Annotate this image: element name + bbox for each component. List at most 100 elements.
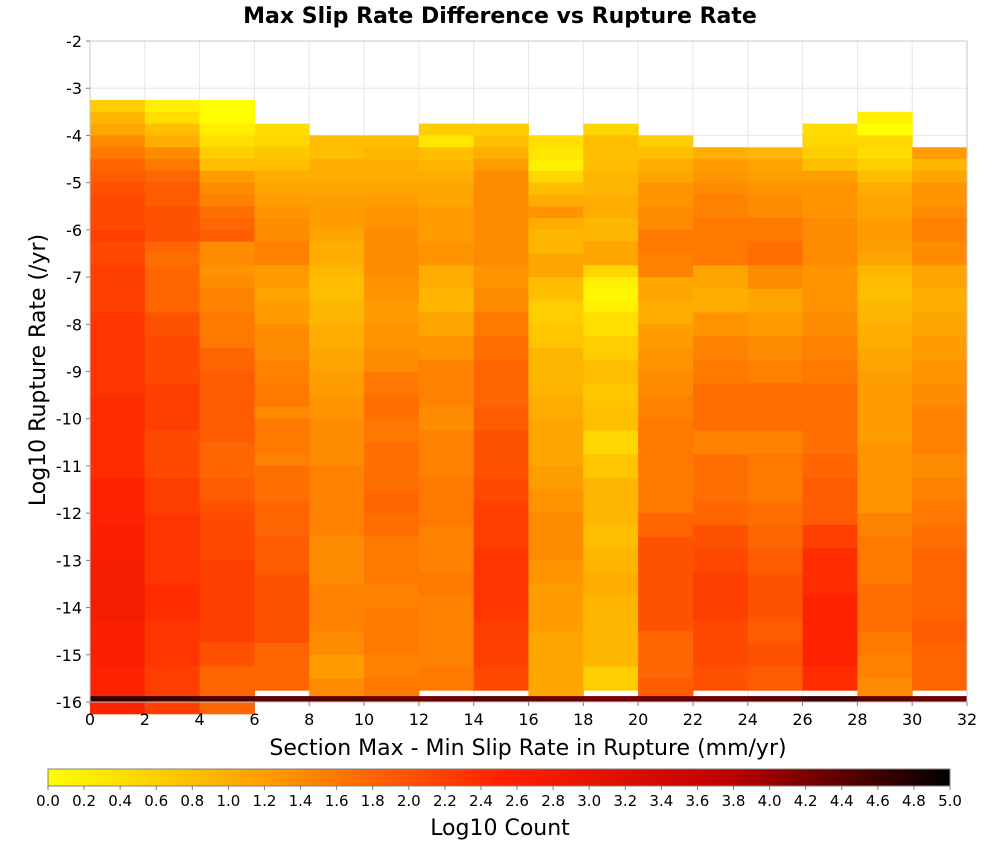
heatmap-cell	[473, 265, 529, 278]
heatmap-cell	[364, 501, 420, 514]
heatmap-cell	[802, 324, 858, 337]
heatmap-cell	[857, 548, 913, 561]
heatmap-cell	[638, 406, 694, 420]
heatmap-cell	[418, 678, 475, 691]
heatmap-cell	[418, 477, 475, 491]
heatmap-cell	[90, 418, 146, 432]
heatmap-cell	[583, 465, 639, 479]
heatmap-cell	[418, 371, 475, 384]
heatmap-cell	[747, 642, 804, 656]
heatmap-cell	[473, 465, 529, 479]
heatmap-cell	[309, 170, 365, 184]
heatmap-cell	[912, 631, 968, 644]
y-axis-label: Log10 Rupture Rate (/yr)	[26, 234, 51, 506]
heatmap-cell	[254, 595, 310, 609]
y-tick-label: -8	[66, 315, 82, 334]
heatmap-cell	[747, 312, 804, 325]
heatmap-cell	[583, 182, 639, 195]
heatmap-cell	[583, 619, 639, 632]
heatmap-cell	[857, 300, 913, 313]
heatmap-cell	[364, 560, 420, 573]
heatmap-cell	[144, 300, 201, 313]
heatmap-cell	[912, 371, 968, 384]
heatmap-cell	[144, 418, 201, 432]
heatmap-cell	[747, 607, 804, 620]
heatmap-cell	[199, 395, 255, 408]
heatmap-cell	[692, 595, 749, 609]
heatmap-cell	[912, 300, 968, 313]
heatmap-cell	[418, 595, 475, 609]
heatmap-cell	[90, 182, 146, 195]
heatmap-cell	[638, 572, 694, 585]
heatmap-cell	[528, 666, 584, 679]
x-tick-label: 0	[85, 710, 95, 729]
heatmap-cell	[583, 442, 639, 455]
x-tick-label: 16	[518, 710, 538, 729]
heatmap-cell	[473, 595, 529, 609]
heatmap-cell	[364, 383, 420, 396]
heatmap-cell	[802, 678, 858, 691]
heatmap-cell	[254, 147, 310, 160]
heatmap-cell	[857, 265, 913, 278]
heatmap-cell	[802, 383, 858, 396]
heatmap-cell	[857, 324, 913, 337]
heatmap-cell	[857, 383, 913, 396]
heatmap-cell	[747, 430, 804, 443]
heatmap-cell	[912, 654, 968, 668]
y-tick-label: -15	[56, 646, 82, 665]
heatmap-cell	[144, 477, 201, 491]
heatmap-cell	[418, 465, 475, 479]
heatmap-cell	[254, 654, 310, 668]
heatmap-cell	[583, 277, 639, 290]
heatmap-cell	[144, 524, 201, 538]
heatmap-cell	[90, 383, 146, 396]
heatmap-cell	[747, 631, 804, 644]
heatmap-cell	[90, 430, 146, 443]
heatmap-cell	[912, 536, 968, 550]
heatmap-cell	[857, 135, 913, 148]
heatmap-cell	[199, 229, 255, 243]
heatmap-cell	[364, 572, 420, 585]
heatmap-cell	[90, 572, 146, 585]
heatmap-cell	[528, 371, 584, 384]
heatmap-cell	[857, 170, 913, 184]
heatmap-cell	[638, 654, 694, 668]
heatmap-cell	[90, 371, 146, 384]
heatmap-cell	[747, 583, 804, 597]
heatmap-cell	[692, 194, 749, 207]
heatmap-cell	[692, 395, 749, 408]
heatmap-cell	[309, 501, 365, 514]
heatmap-cell	[199, 631, 255, 644]
heatmap-cell	[638, 241, 694, 254]
heatmap-cell	[199, 312, 255, 325]
heatmap-cell	[692, 572, 749, 585]
heatmap-cell	[638, 418, 694, 432]
heatmap-cell	[90, 300, 146, 313]
heatmap-cell	[638, 300, 694, 313]
heatmap-cell	[199, 430, 255, 443]
heatmap-cell	[254, 477, 310, 491]
heatmap-cell	[144, 696, 201, 702]
heatmap-cell	[638, 218, 694, 231]
heatmap-cell	[638, 288, 694, 302]
heatmap-cell	[912, 489, 968, 502]
x-tick-label: 10	[354, 710, 374, 729]
heatmap-cell	[802, 619, 858, 632]
heatmap-cell	[364, 229, 420, 243]
y-tick-label: -9	[66, 363, 82, 382]
heatmap-cell	[802, 572, 858, 585]
heatmap-cell	[747, 371, 804, 384]
heatmap-cell	[254, 277, 310, 290]
heatmap-cell	[802, 359, 858, 372]
heatmap-cell	[473, 359, 529, 372]
heatmap-cell	[857, 607, 913, 620]
heatmap-cell	[364, 696, 420, 702]
heatmap-cell	[583, 678, 639, 691]
heatmap-cell	[747, 418, 804, 432]
x-tick-label: 30	[902, 710, 922, 729]
x-tick-label: 14	[464, 710, 484, 729]
heatmap-cell	[857, 595, 913, 609]
heatmap-cell	[638, 277, 694, 290]
heatmap-cell	[528, 312, 584, 325]
